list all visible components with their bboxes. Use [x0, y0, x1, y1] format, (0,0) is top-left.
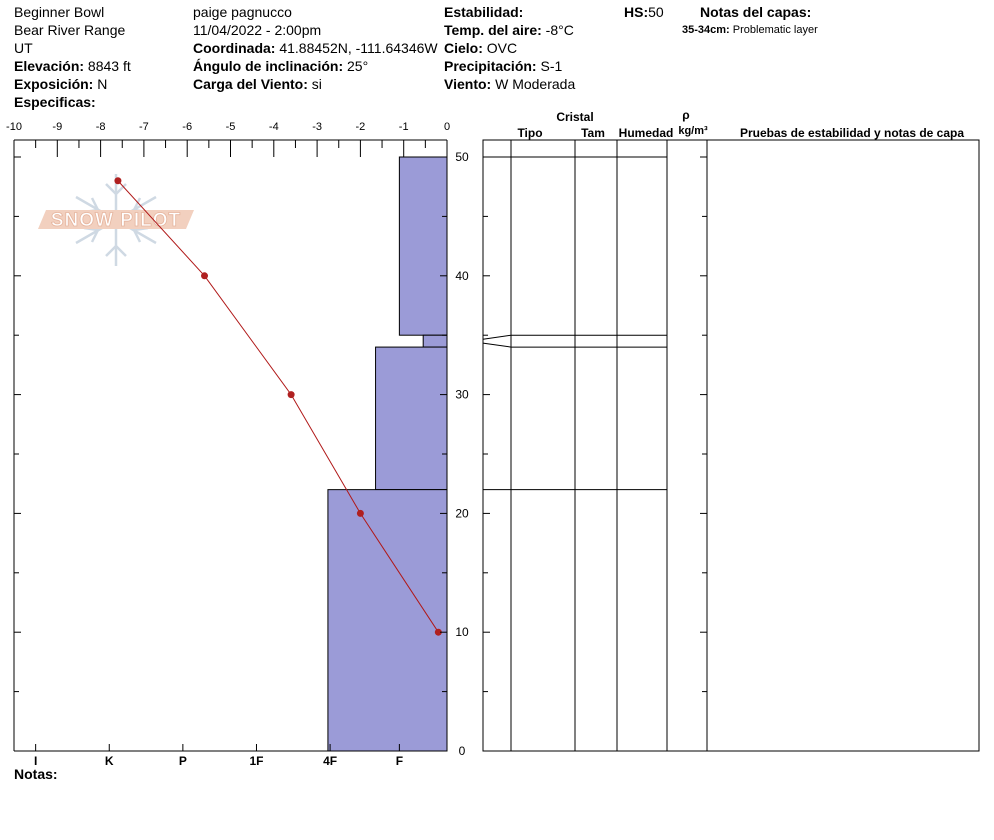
temperature-point-3: [356, 509, 364, 517]
sky-value: OVC: [486, 40, 518, 56]
temp-tick-label-5: -5: [226, 121, 236, 133]
wind-loading-value: si: [311, 76, 322, 92]
header-moisture: Humedad: [619, 126, 674, 140]
layer-table-frame: [482, 139, 980, 752]
specifics-label: Especificas:: [14, 94, 96, 110]
elevation: Elevación: 8843 ft: [14, 57, 131, 75]
temperature-profile: [114, 177, 442, 636]
snow-height-value: 50: [648, 4, 664, 20]
slope-angle-value: 25°: [347, 58, 369, 74]
elevation-label: Elevación:: [14, 58, 85, 74]
coordinates-value: 41.88452N, -111.64346W: [279, 40, 438, 56]
header-density-unit: kg/m³: [678, 125, 708, 137]
sky-label: Cielo:: [444, 40, 483, 56]
depth-tick-label-4: 40: [455, 269, 469, 283]
header-rho: ρ: [682, 108, 689, 122]
elevation-value: 8843 ft: [87, 58, 131, 74]
hardness-tick-label-0: I: [34, 754, 37, 768]
temperature-point-0: [114, 177, 122, 185]
precipitation-value: S-1: [540, 58, 563, 74]
air-temp-label: Temp. del aire:: [444, 22, 542, 38]
wind-loading: Carga del Viento: si: [193, 75, 322, 93]
temp-tick-label-6: -4: [269, 121, 279, 133]
precipitation-label: Precipitación:: [444, 58, 537, 74]
slope-angle: Ángulo de inclinación: 25°: [193, 57, 368, 75]
temperature-point-1: [201, 272, 209, 280]
depth-tick-label-5: 50: [455, 150, 469, 164]
sky: Cielo: OVC: [444, 39, 517, 57]
depth-tick-label-2: 20: [455, 506, 469, 520]
hardness-layers: [327, 156, 448, 752]
coordinates: Coordinada: 41.88452N, -111.64346W: [193, 39, 438, 57]
hardness-bar-0: [398, 156, 448, 336]
hardness-tick-label-4: 4F: [323, 754, 337, 768]
temp-tick-label-7: -3: [312, 121, 322, 133]
layer-connector-2: [482, 342, 512, 348]
layer-connector-1: [482, 334, 512, 340]
snow-height-label: HS:: [624, 4, 649, 20]
layer-note: 35-34cm: Problematic layer: [682, 24, 818, 36]
aspect-value: N: [97, 76, 108, 92]
layer-note-text: Problematic layer: [732, 24, 818, 36]
notes-label: Notas:: [14, 766, 58, 782]
stability-label: Estabilidad:: [444, 4, 524, 20]
temp-tick-label-0: -10: [6, 121, 22, 133]
mountain-range: Bear River Range: [14, 22, 126, 38]
date-time: 11/04/2022 - 2:00pm: [193, 22, 322, 38]
wind-value: W Moderada: [495, 76, 576, 92]
snow-height: HS:50: [624, 3, 664, 21]
logo-text: SNOW PILOT: [51, 210, 181, 231]
temperature-point-4: [434, 628, 442, 636]
hardness-bar-3: [327, 489, 448, 752]
location-name: Beginner Bowl: [14, 4, 105, 20]
layer-notes-label: Notas del capas:: [700, 4, 812, 20]
depth-tick-label-1: 10: [455, 625, 469, 639]
hardness-tick-label-1: K: [105, 754, 114, 768]
depth-tick-label-3: 30: [455, 388, 469, 402]
snowpilot-logo: SNOW PILOT: [38, 174, 194, 266]
temperature-point-2: [287, 391, 295, 399]
wind-label: Viento:: [444, 76, 492, 92]
state: UT: [14, 40, 33, 56]
header-type: Tipo: [517, 126, 542, 140]
aspect-label: Exposición:: [14, 76, 94, 92]
temp-tick-label-9: -1: [399, 121, 409, 133]
hardness-tick-label-3: 1F: [249, 754, 263, 768]
temp-tick-label-8: -2: [356, 121, 366, 133]
slope-angle-label: Ángulo de inclinación:: [193, 58, 344, 74]
hardness-bar-1: [422, 334, 448, 348]
header-tests: Pruebas de estabilidad y notas de capa: [740, 126, 964, 140]
hardness-bar-2: [375, 346, 448, 491]
precipitation: Precipitación: S-1: [444, 57, 562, 75]
air-temp: Temp. del aire: -8°C: [444, 21, 574, 39]
hardness-tick-label-5: F: [396, 754, 403, 768]
logo-banner: [38, 210, 194, 229]
temp-tick-label-2: -8: [96, 121, 106, 133]
layer-note-range: 35-34cm:: [682, 24, 730, 36]
temp-tick-label-3: -7: [139, 121, 149, 133]
observer: paige pagnucco: [193, 4, 292, 20]
coordinates-label: Coordinada:: [193, 40, 276, 56]
depth-tick-label-0: 0: [459, 744, 466, 758]
header-size: Tam: [581, 126, 605, 140]
aspect: Exposición: N: [14, 75, 107, 93]
temp-tick-label-4: -6: [182, 121, 192, 133]
temp-tick-label-10: 0: [444, 121, 450, 133]
hardness-tick-label-2: P: [179, 754, 187, 768]
air-temp-value: -8°C: [545, 22, 574, 38]
temp-tick-label-1: -9: [52, 121, 62, 133]
wind: Viento: W Moderada: [444, 75, 575, 93]
wind-loading-label: Carga del Viento:: [193, 76, 308, 92]
header-crystal: Cristal: [556, 110, 593, 124]
layer-table-rows: [482, 156, 667, 491]
